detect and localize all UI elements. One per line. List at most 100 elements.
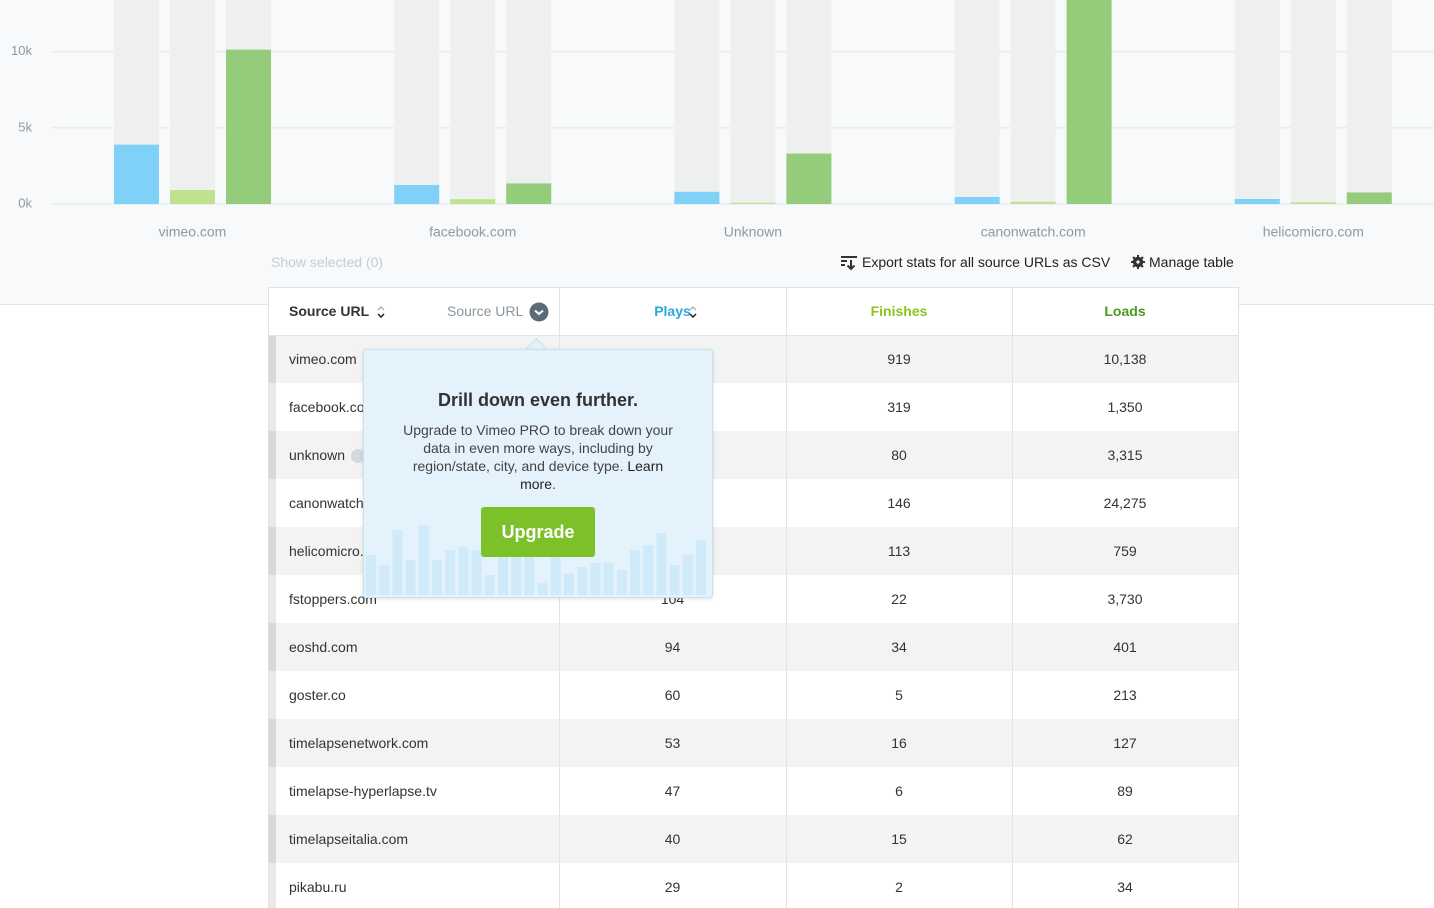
popup-text: Upgrade to Vimeo PRO to break down your … [403, 422, 673, 474]
decor-bar [484, 575, 495, 595]
source-url: unknown [289, 447, 346, 463]
row-strip [269, 575, 276, 623]
dimension-picker[interactable]: Source URL [447, 303, 524, 319]
cell-value: 34 [1117, 879, 1133, 895]
show-selected[interactable]: Show selected (0) [271, 254, 384, 270]
row-strip [269, 671, 276, 719]
bar [730, 202, 776, 204]
table-row: eoshd.com 94 34 401 [269, 623, 1238, 671]
decor-bar [418, 525, 429, 595]
decor-bar [577, 567, 588, 595]
bar [450, 199, 496, 204]
row-strip [269, 383, 276, 431]
bar-background [1010, 0, 1056, 204]
cell-value: 3,730 [1107, 591, 1143, 607]
decor-bar [432, 560, 442, 595]
decor-bar [405, 560, 416, 595]
decor-bar [537, 583, 548, 595]
decor-bar [550, 555, 561, 595]
cell-value: 759 [1113, 543, 1137, 559]
cell-value: 213 [1113, 687, 1137, 703]
bar [1234, 198, 1280, 204]
bar-background [394, 0, 440, 204]
decor-bar [366, 555, 376, 595]
help-circle [351, 449, 365, 463]
cell-value: 401 [1113, 639, 1137, 655]
decor-bar [696, 540, 706, 595]
table-row: pikabu.ru 29 2 34 [269, 863, 1238, 908]
gear-icon [1131, 255, 1145, 269]
x-tick-label: helicomicro.com [1263, 224, 1364, 240]
export-csv[interactable]: Export stats for all source URLs as CSV [862, 254, 1111, 270]
decor-bar [630, 550, 640, 595]
cell-value: 34 [891, 639, 907, 655]
column-divider [786, 288, 787, 908]
cell-value: 146 [887, 495, 911, 511]
cell-value: 24,275 [1103, 495, 1147, 511]
popup-end: . [552, 476, 556, 492]
export-icon [841, 256, 857, 271]
cell-value: 113 [887, 543, 911, 559]
column-header: Source URL [289, 303, 370, 319]
table-row: timelapsenetwork.com 53 16 127 [269, 719, 1238, 767]
table-row: timelapse-hyperlapse.tv 47 6 89 [269, 767, 1238, 815]
learn-more[interactable]: Learn more [520, 458, 664, 492]
bar [506, 183, 552, 204]
sort-arrow [377, 313, 385, 318]
bar-background [1290, 0, 1336, 204]
cell-value: 10,138 [1103, 351, 1147, 367]
decor-bar [616, 570, 627, 595]
cell-value: 89 [1117, 783, 1133, 799]
upgrade-popup: Drill down even further. Upgrade to Vime… [363, 349, 713, 598]
decor-bar [603, 563, 614, 595]
decor-bar [471, 550, 482, 595]
decor-bar [511, 547, 522, 595]
cell-value: 62 [1117, 831, 1133, 847]
y-tick-label: 0k [18, 195, 32, 210]
decor-bar [590, 563, 601, 595]
bar-background [506, 0, 552, 204]
source-url: timelapseitalia.com [289, 831, 409, 847]
bar [674, 191, 720, 204]
manage-table[interactable]: Manage table [1149, 254, 1234, 270]
popup-decoration [366, 525, 706, 595]
bar [1290, 202, 1336, 204]
cell-value: 6 [895, 783, 903, 799]
row-strip [269, 623, 276, 671]
sort-arrow [377, 306, 385, 311]
cell-value: 319 [887, 399, 911, 415]
popup-body: Upgrade to Vimeo PRO to break down your … [402, 421, 674, 493]
decor-bar [498, 557, 508, 595]
bar-background [1234, 0, 1280, 204]
popup-title: Drill down even further. [437, 390, 639, 410]
upgrade-button[interactable]: Upgrade [481, 507, 595, 557]
table-row: facebook.com 319 1,350 [269, 383, 1238, 431]
dropdown-chevron [534, 309, 544, 316]
row-strip [269, 767, 276, 815]
table-row: goster.co 60 5 213 [269, 671, 1238, 719]
source-url: pikabu.ru [289, 879, 347, 895]
cell-value: 5 [895, 687, 903, 703]
decor-bar [643, 545, 654, 595]
decor-bar [458, 547, 469, 595]
row-strip [269, 815, 276, 863]
dropdown-circle [529, 302, 549, 322]
bar [1010, 201, 1056, 204]
x-tick-label: canonwatch.com [981, 224, 1086, 240]
source-url: timelapse-hyperlapse.tv [289, 783, 437, 799]
bar [786, 153, 832, 204]
table-row: timelapseitalia.com 40 15 62 [269, 815, 1238, 863]
bar [226, 49, 271, 205]
decor-bar [564, 573, 574, 595]
header-row: Source URL Source URL Plays Finishes Loads [269, 288, 1238, 335]
cell-value: 22 [891, 591, 907, 607]
row-strip [269, 479, 276, 527]
bar-background [730, 0, 776, 204]
bar-background [954, 0, 1000, 204]
row-strip [269, 527, 276, 575]
row-strip [269, 863, 276, 908]
cell-value: 53 [664, 735, 681, 751]
x-tick-label: facebook.com [429, 224, 516, 240]
column-divider [1012, 288, 1013, 908]
cell-value: 1,350 [1107, 399, 1143, 415]
